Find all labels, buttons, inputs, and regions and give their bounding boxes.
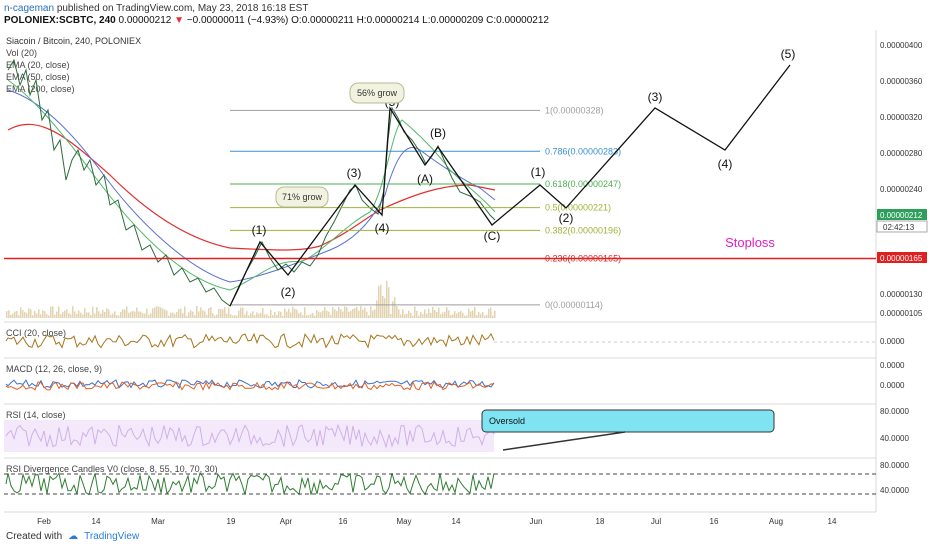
wave-label-12: (5) [781, 47, 796, 61]
time-tick: Apr [280, 517, 293, 526]
macd-label: MACD (12, 26, close, 9) [6, 364, 103, 374]
price-tick: 0.00000130 [880, 290, 923, 299]
footer: Created with ☁ TradingView [6, 531, 139, 542]
symbol-line: POLONIEX:SCBTC, 240 [4, 15, 116, 26]
stoploss-label: Stoploss [725, 235, 775, 250]
fib-label-0-618: 0.618(0.00000247) [545, 179, 621, 189]
time-tick: Jun [530, 517, 543, 526]
rsi_div-axis-tick: 40.0000 [880, 486, 909, 495]
price-tick: 0.00000400 [880, 41, 923, 50]
wave-label-7: (C) [484, 229, 501, 243]
time-tick: 19 [227, 517, 236, 526]
time-tick: 14 [828, 517, 837, 526]
wave-label-3: (4) [375, 221, 390, 235]
wave-label-2: (3) [347, 166, 362, 180]
publish-header: n-cageman published on TradingView.com, … [4, 3, 308, 14]
price-tick: 0.00000240 [880, 185, 923, 194]
wave-impulse-1[interactable] [229, 64, 791, 307]
wave-label-1: (2) [281, 285, 296, 299]
cci-axis-tick: 0.0000 [880, 337, 905, 346]
wave-label-8: (1) [531, 165, 546, 179]
legend-ema20: EMA (20, close) [6, 60, 70, 70]
fib-label-0-382: 0.382(0.00000196) [545, 225, 621, 235]
rsi-axis-tick: 80.0000 [880, 407, 909, 416]
current-price-tag: 0.00000212 [880, 211, 923, 220]
svg-text:71% grow: 71% grow [282, 192, 323, 202]
down-triangle-icon: ▼ [174, 15, 185, 26]
rsi-axis-tick: 40.0000 [880, 434, 909, 443]
time-tick: Jul [651, 517, 661, 526]
wave-label-6: (B) [430, 126, 446, 140]
time-tick: 16 [339, 517, 348, 526]
price-tick: 0.00000320 [880, 113, 923, 122]
last-price: 0.00000212 [118, 15, 172, 26]
price-change: −0.00000011 (−4.93%) [186, 15, 289, 26]
volume-bars [6, 280, 496, 318]
ohlc-values: O:0.00000211 H:0.00000214 L:0.00000209 C… [291, 15, 549, 26]
callout-71-grow: 71% grow [275, 186, 329, 208]
macd-axis-tick: 0.0000 [880, 361, 905, 370]
cci-label: CCI (20, close) [6, 328, 67, 338]
countdown: 02:42:13 [883, 223, 915, 232]
ema50-line [7, 89, 496, 283]
rsi-div-candles [5, 471, 495, 496]
legend-ema200: EMA (200, close) [6, 84, 75, 94]
symbol-header: POLONIEX:SCBTC, 240 0.00000212 ▼ −0.0000… [4, 15, 549, 26]
rsi-label: RSI (14, close) [6, 410, 66, 420]
tradingview-logo-icon: ☁ [68, 531, 79, 542]
time-tick: 14 [452, 517, 461, 526]
time-tick: 14 [92, 517, 101, 526]
time-tick: May [396, 517, 411, 526]
wave-label-11: (4) [718, 157, 733, 171]
time-tick: Aug [769, 517, 783, 526]
fib-label-0: 0(0.00000114) [545, 300, 603, 310]
macd-line [5, 379, 495, 390]
price-tick: 0.00000280 [880, 149, 923, 158]
legend-title: Siacoin / Bitcoin, 240, POLONIEX [6, 36, 142, 46]
rsi-band [4, 420, 494, 452]
publish-text: published on TradingView.com, May 23, 20… [56, 3, 309, 14]
svg-text:56% grow: 56% grow [357, 88, 398, 98]
rsi-divergence-label: RSI Divergence Candles V0 (close, 8, 55,… [6, 464, 218, 474]
time-tick: Feb [37, 517, 51, 526]
fib-label-0-236: 0.236(0.00000165) [545, 253, 621, 263]
svg-text:Oversold: Oversold [489, 416, 525, 426]
wave-label-0: (1) [252, 223, 267, 237]
wave-label-5: (A) [417, 172, 433, 186]
time-tick: 16 [710, 517, 719, 526]
fib-label-0-5: 0.5(0.00000221) [545, 203, 611, 213]
fib-label-0-786: 0.786(0.00000283) [545, 146, 621, 156]
price-tick: 0.00000105 [880, 309, 923, 318]
macd-signal-line [5, 381, 495, 392]
wave-label-9: (2) [559, 211, 574, 225]
legend-vol: Vol (20) [6, 48, 38, 58]
time-tick: 18 [596, 517, 605, 526]
footer-brand[interactable]: TradingView [84, 531, 140, 542]
ema20-line [7, 79, 496, 291]
fib-label-1: 1(0.00000328) [545, 105, 604, 115]
price-chart[interactable]: 1(0.00000328) 0.786(0.00000283) 0.618(0.00… [0, 0, 932, 530]
stop-price-tag: 0.00000165 [880, 254, 923, 263]
oversold-callout: Oversold [481, 409, 775, 451]
rsi_div-axis-tick: 80.0000 [880, 461, 909, 470]
legend-ema50: EMA (50, close) [6, 72, 70, 82]
footer-created: Created with [6, 531, 63, 542]
cci-line [5, 332, 495, 349]
price-tick: 0.00000360 [880, 77, 923, 86]
callout-56-grow: 56% grow [349, 82, 405, 104]
macd-axis-tick: 0.0000 [880, 381, 905, 390]
wave-label-10: (3) [648, 90, 663, 104]
publisher-name[interactable]: n-cageman [4, 3, 55, 14]
time-tick: Mar [151, 517, 165, 526]
